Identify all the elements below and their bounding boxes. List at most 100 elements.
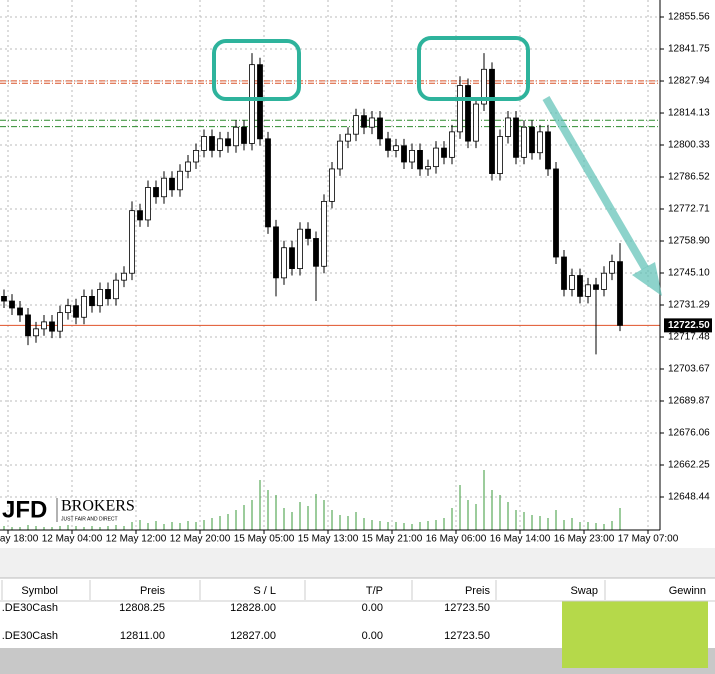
candle-body (601, 272, 607, 290)
candle-body (417, 150, 423, 170)
column-header: T/P (366, 585, 383, 597)
candle-body (345, 133, 351, 142)
candle-body (233, 126, 239, 147)
candle-body (377, 117, 383, 140)
y-tick-label: 12772.71 (668, 204, 710, 215)
table-cell: 12723.50 (444, 630, 490, 642)
column-header: Preis (465, 585, 491, 597)
trend-arrow (542, 95, 649, 271)
candle-body (89, 296, 95, 307)
candle-body (441, 147, 447, 158)
y-tick-label: 12841.75 (668, 44, 710, 55)
candle-body (457, 85, 463, 133)
candle-body (401, 145, 407, 163)
candle-body (17, 307, 23, 316)
candle-body (57, 312, 63, 332)
candle-body (337, 140, 343, 170)
candle-body (169, 177, 175, 191)
column-header: S / L (253, 585, 276, 597)
y-tick-label: 12662.25 (668, 460, 710, 471)
candle-body (145, 187, 151, 221)
y-tick-label: 12758.90 (668, 236, 710, 247)
candle-body (73, 305, 79, 318)
candle-body (161, 177, 167, 198)
x-tick-label: 12 May 04:00 (42, 534, 103, 545)
y-tick-label: 12786.52 (668, 172, 710, 183)
y-tick-label: 12689.87 (668, 396, 710, 407)
candle-body (473, 103, 479, 142)
x-tick-label: 15 May 05:00 (234, 534, 295, 545)
x-tick-label: 16 May 14:00 (490, 534, 551, 545)
table-cell: 12828.00 (230, 602, 276, 614)
candle-body (25, 314, 31, 337)
x-tick-label: 15 May 21:00 (362, 534, 423, 545)
y-tick-label: 12745.10 (668, 268, 710, 279)
candle-body (369, 117, 375, 128)
candle-body (553, 168, 559, 258)
candle-body (465, 85, 471, 142)
candle-body (305, 228, 311, 239)
table-cell: 12723.50 (444, 602, 490, 614)
table-cell: .DE30Cash (2, 630, 58, 642)
candle-body (81, 296, 87, 318)
candle-body (65, 305, 71, 314)
candle-body (281, 247, 287, 279)
candle-body (185, 161, 191, 172)
column-header: Symbol (21, 585, 58, 597)
table-cell: 12808.25 (119, 602, 165, 614)
candle-body (409, 150, 415, 163)
y-tick-label: 12827.94 (668, 76, 710, 87)
trend-arrow-head (632, 262, 662, 296)
candle-body (289, 247, 295, 269)
candle-body (217, 138, 223, 151)
table-cell: 0.00 (362, 630, 383, 642)
candle-body (153, 187, 159, 198)
candle-body (201, 136, 207, 151)
y-tick-label: 12800.33 (668, 140, 710, 151)
candle-body (1, 296, 7, 302)
x-tick-label: 17 May 07:00 (618, 534, 679, 545)
candle-body (137, 210, 143, 221)
candle-body (505, 117, 511, 137)
plot-area (0, 0, 660, 530)
candle-body (561, 256, 567, 290)
table-cell: 0.00 (362, 602, 383, 614)
x-tick-label: 16 May 23:00 (554, 534, 615, 545)
column-header: Swap (570, 585, 598, 597)
candle-body (521, 126, 527, 158)
candle-body (353, 115, 359, 135)
price-badge-label: 12722.50 (668, 320, 710, 331)
candle-body (113, 279, 119, 300)
candle-body (433, 147, 439, 168)
table-cell: .DE30Cash (2, 602, 58, 614)
candle-body (569, 275, 575, 290)
candle-body (249, 64, 255, 144)
logo-brand: BROKERS (61, 498, 135, 515)
candle-body (577, 275, 583, 297)
candle-body (105, 289, 111, 300)
positions-table: Symbol Preis S / L T/P Preis Swap Gewinn .DE30C… (0, 580, 715, 642)
table-cell: 12811.00 (120, 630, 165, 642)
y-tick-label: 12717.48 (668, 332, 710, 343)
logo-name: JFD (2, 496, 47, 523)
candle-body (313, 238, 319, 267)
candle-body (97, 289, 103, 307)
candle-body (177, 170, 183, 191)
x-tick-label: 12 May 20:00 (170, 534, 231, 545)
candle-body (41, 321, 47, 330)
candle-body (481, 68, 487, 105)
y-tick-label: 12855.56 (668, 12, 710, 23)
candle-body (209, 136, 215, 151)
candle-body (33, 328, 39, 337)
candle-body (121, 272, 127, 281)
candle-body (617, 261, 623, 326)
candle-body (425, 166, 431, 170)
candle-body (225, 138, 231, 147)
y-tick-label: 12814.13 (668, 108, 710, 119)
y-tick-label: 12676.06 (668, 428, 710, 439)
candle-body (329, 168, 335, 202)
candle-body (545, 131, 551, 170)
candle-body (593, 284, 599, 290)
candle-body (265, 138, 271, 228)
highlight-cell (562, 601, 708, 668)
